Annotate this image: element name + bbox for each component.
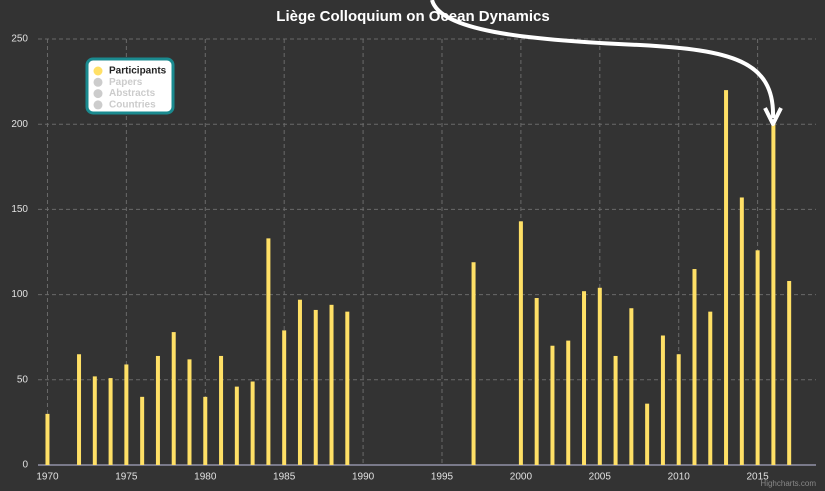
y-tick-label: 0 [22, 460, 28, 471]
legend-marker [93, 100, 103, 110]
legend-frame [85, 57, 175, 115]
x-tick-label: 1975 [115, 472, 138, 483]
bar [219, 355, 224, 465]
legend-label[interactable]: Participants [109, 66, 167, 77]
bar [77, 354, 82, 465]
bar [676, 354, 681, 465]
bar [724, 90, 729, 466]
bar [518, 221, 523, 465]
bar [124, 364, 129, 465]
bar [787, 280, 792, 465]
x-tick-label: 1980 [194, 472, 217, 483]
bar [692, 269, 697, 465]
bar [534, 298, 539, 465]
x-tick-label: 1995 [431, 472, 454, 483]
bar [282, 330, 287, 465]
bar [297, 299, 302, 465]
bar [708, 311, 713, 465]
legend-label[interactable]: Papers [109, 77, 143, 88]
legend-marker [93, 66, 103, 76]
bar [108, 378, 113, 465]
y-tick-label: 50 [17, 374, 29, 385]
y-tick-label: 150 [11, 204, 28, 215]
bar [92, 376, 97, 465]
legend-label[interactable]: Countries [109, 100, 156, 111]
x-tick-label: 2000 [510, 472, 533, 483]
bar [471, 262, 476, 465]
bar [645, 403, 650, 465]
legend-marker [93, 77, 103, 87]
bar [171, 332, 176, 465]
bar [313, 309, 318, 465]
x-tick-label: 2005 [589, 472, 612, 483]
y-tick-label: 100 [11, 289, 28, 300]
x-tick-label: 1985 [273, 472, 296, 483]
chart-title: Liège Colloquium on Ocean Dynamics [276, 8, 549, 25]
bar [345, 311, 350, 465]
bar [187, 359, 192, 465]
bar [155, 355, 160, 465]
x-tick-label: 1990 [352, 472, 375, 483]
bar [739, 197, 744, 466]
arrow-head [763, 107, 783, 126]
bar [266, 238, 271, 465]
bar [45, 413, 50, 465]
annotation-arrow [430, 0, 776, 119]
bar [250, 381, 255, 465]
bar [582, 291, 587, 465]
bar [329, 304, 334, 465]
legend-marker [93, 89, 103, 99]
credits: Highcharts.com [760, 479, 816, 488]
bar [203, 396, 208, 465]
y-tick-label: 200 [11, 119, 28, 130]
y-tick-label: 250 [11, 34, 28, 45]
bar [597, 287, 602, 465]
bar [550, 345, 555, 465]
bar [234, 386, 239, 465]
bar [629, 308, 634, 465]
x-tick-label: 2010 [668, 472, 691, 483]
bar [140, 396, 145, 465]
bar [613, 355, 618, 465]
bar [566, 340, 571, 465]
x-tick-label: 1970 [36, 472, 59, 483]
legend-label[interactable]: Abstracts [109, 88, 156, 99]
bar [660, 335, 665, 465]
x-tick-label: 2015 [746, 472, 769, 483]
bar [755, 250, 760, 465]
bar [771, 122, 776, 465]
